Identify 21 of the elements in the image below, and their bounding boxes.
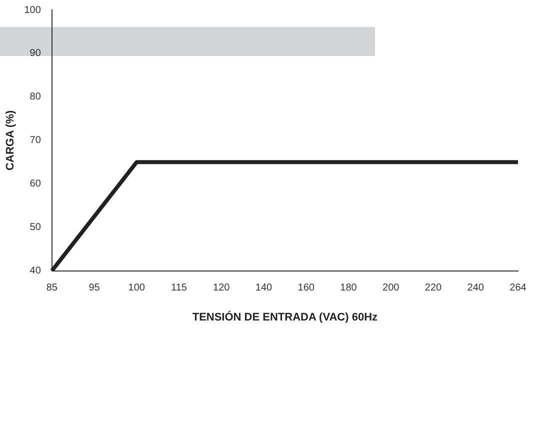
y-tick-label: 90 [30, 48, 42, 60]
y-tick-label: 70 [30, 135, 42, 146]
y-tick-label: 80 [30, 92, 42, 103]
x-tick-label: 220 [424, 282, 442, 294]
x-tick-label: 264 [510, 282, 527, 294]
y-axis-title: CARGA (%) [4, 110, 17, 170]
x-tick-label: 140 [255, 282, 273, 294]
x-axis-title: TENSIÓN DE ENTRADA (VAC) 60Hz [192, 310, 378, 324]
x-tick-label: 85 [46, 282, 58, 294]
x-tick-label: 120 [213, 282, 230, 294]
x-tick-label: 95 [88, 282, 100, 294]
x-tick-label: 240 [467, 282, 484, 294]
x-tick-label: 115 [171, 282, 188, 294]
y-tick-label: 50 [30, 222, 42, 234]
x-tick-label: 200 [382, 282, 400, 294]
y-tick-label: 40 [30, 266, 42, 277]
y-tick-label: 100 [24, 4, 42, 16]
y-tick-label: 60 [30, 178, 42, 190]
x-tick-label: 160 [298, 282, 315, 294]
x-tick-label: 100 [128, 282, 146, 294]
x-tick-label: 180 [340, 282, 358, 294]
